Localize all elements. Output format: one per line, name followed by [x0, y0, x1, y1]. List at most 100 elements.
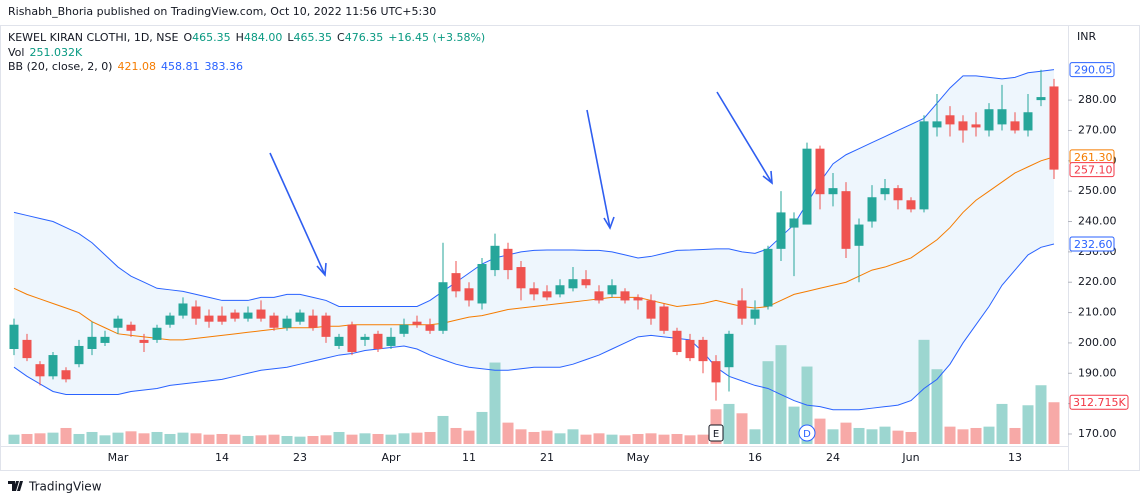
- y-tick-label: 280.00: [1078, 93, 1117, 106]
- candle-body: [204, 315, 214, 322]
- candle-body: [438, 282, 448, 331]
- volume-bar: [996, 403, 1008, 444]
- candle-body: [802, 148, 812, 225]
- candle-body: [451, 273, 461, 292]
- candle-body: [984, 109, 994, 131]
- legend-row-3: BB (20, close, 2, 0) 421.08 458.81 383.3…: [8, 60, 243, 73]
- candle-body: [724, 333, 734, 368]
- candle-body: [61, 370, 71, 380]
- volume-bar: [697, 434, 709, 444]
- candle-body: [334, 336, 344, 346]
- candle-body: [490, 245, 500, 271]
- price-marker-label: 257.10: [1074, 164, 1113, 177]
- bb-value: 383.36: [204, 60, 243, 73]
- candle-body: [191, 306, 201, 319]
- y-tick-label: 170.00: [1078, 427, 1117, 440]
- symbol: KEWEL KIRAN CLOTHI, 1D, NSE: [8, 31, 179, 44]
- volume-bar: [138, 433, 150, 444]
- x-tick-label: 21: [540, 451, 554, 464]
- currency: INR: [1077, 30, 1096, 43]
- price-marker-label: 290.05: [1074, 64, 1113, 77]
- volume-bar: [528, 431, 540, 444]
- volume-bar: [476, 411, 488, 444]
- candle-body: [711, 361, 721, 383]
- price-marker-box: [1069, 236, 1115, 252]
- volume-bar: [736, 413, 748, 444]
- candle-body: [386, 336, 396, 346]
- candle-body: [22, 339, 32, 359]
- volume-bar: [983, 426, 995, 444]
- candle-body: [477, 264, 487, 304]
- volume-bar: [684, 435, 696, 444]
- bb-lower: [13, 243, 1055, 411]
- band-fill: [14, 69, 1054, 410]
- x-tick-label: 13: [1008, 451, 1022, 464]
- y-tick-label: 200.00: [1078, 336, 1117, 349]
- volume-bar: [840, 422, 852, 444]
- candle-body: [607, 285, 617, 295]
- volume-bar: [723, 403, 735, 444]
- candle-body: [165, 315, 175, 325]
- candle-body: [308, 315, 318, 328]
- candle-body: [217, 315, 227, 322]
- bb-middle: [13, 156, 1055, 341]
- candle-body: [100, 336, 110, 343]
- y-tick-label: 190.00: [1078, 366, 1117, 379]
- event-label: D: [803, 429, 811, 440]
- volume-bar: [21, 433, 33, 444]
- volume-bar: [86, 431, 98, 444]
- candle-body: [659, 306, 669, 331]
- x-tick-label: 24: [826, 451, 840, 464]
- candle-body: [893, 188, 903, 201]
- volume-bar: [788, 406, 800, 444]
- volume-bar: [749, 429, 761, 444]
- candle-body: [750, 309, 760, 319]
- volume-bar: [112, 432, 124, 444]
- volume-bar: [229, 434, 241, 444]
- legend-value: 476.35: [344, 31, 384, 44]
- volume-bar: [645, 433, 657, 444]
- candle-body: [360, 336, 370, 340]
- volume-bar: [567, 429, 579, 444]
- y-tick-label: 270.00: [1078, 123, 1117, 136]
- volume-bar: [34, 433, 46, 444]
- volume-bar: [931, 369, 943, 444]
- volume-bar: [918, 339, 930, 444]
- legend-row-1: KEWEL KIRAN CLOTHI, 1D, NSE O 465.35 H 484…: [8, 31, 485, 44]
- candle-body: [87, 336, 97, 349]
- candle-body: [425, 324, 435, 331]
- x-tick-label: 23: [293, 451, 307, 464]
- volume-bar: [957, 429, 969, 444]
- candle-body: [139, 339, 149, 343]
- legend-key: O: [183, 31, 193, 44]
- candle-body: [516, 267, 526, 289]
- candle-body: [945, 115, 955, 125]
- candle-body: [412, 321, 422, 325]
- candle-body: [828, 188, 838, 195]
- volume-bar: [606, 434, 618, 444]
- candle-body: [919, 121, 929, 210]
- volume-bar: [762, 361, 774, 444]
- arrow-head: [603, 216, 615, 230]
- volume-bar: [1022, 405, 1034, 444]
- volume-bar: [437, 415, 449, 444]
- x-tick-label: Mar: [108, 451, 129, 464]
- volume-value: 251.032K: [29, 46, 83, 59]
- publisher-line: Rishabh_Bhoria published on TradingView.…: [8, 5, 436, 18]
- candle-body: [594, 291, 604, 301]
- volume-key: Vol: [8, 46, 25, 59]
- volume-bar: [970, 427, 982, 444]
- legend-key: C: [337, 31, 345, 44]
- x-tick-label: Apr: [381, 451, 401, 464]
- volume-marker-label: 312.715K: [1073, 396, 1126, 409]
- candle-body: [126, 324, 136, 331]
- volume-bar: [593, 433, 605, 444]
- candle-body: [776, 212, 786, 249]
- candle-body: [48, 355, 58, 377]
- price-marker-box: [1069, 162, 1115, 178]
- candle-body: [243, 312, 253, 319]
- candle-body: [997, 109, 1007, 125]
- volume-bar: [372, 433, 384, 444]
- volume-bar: [944, 426, 956, 444]
- legend-row-2: Vol 251.032K: [8, 46, 82, 59]
